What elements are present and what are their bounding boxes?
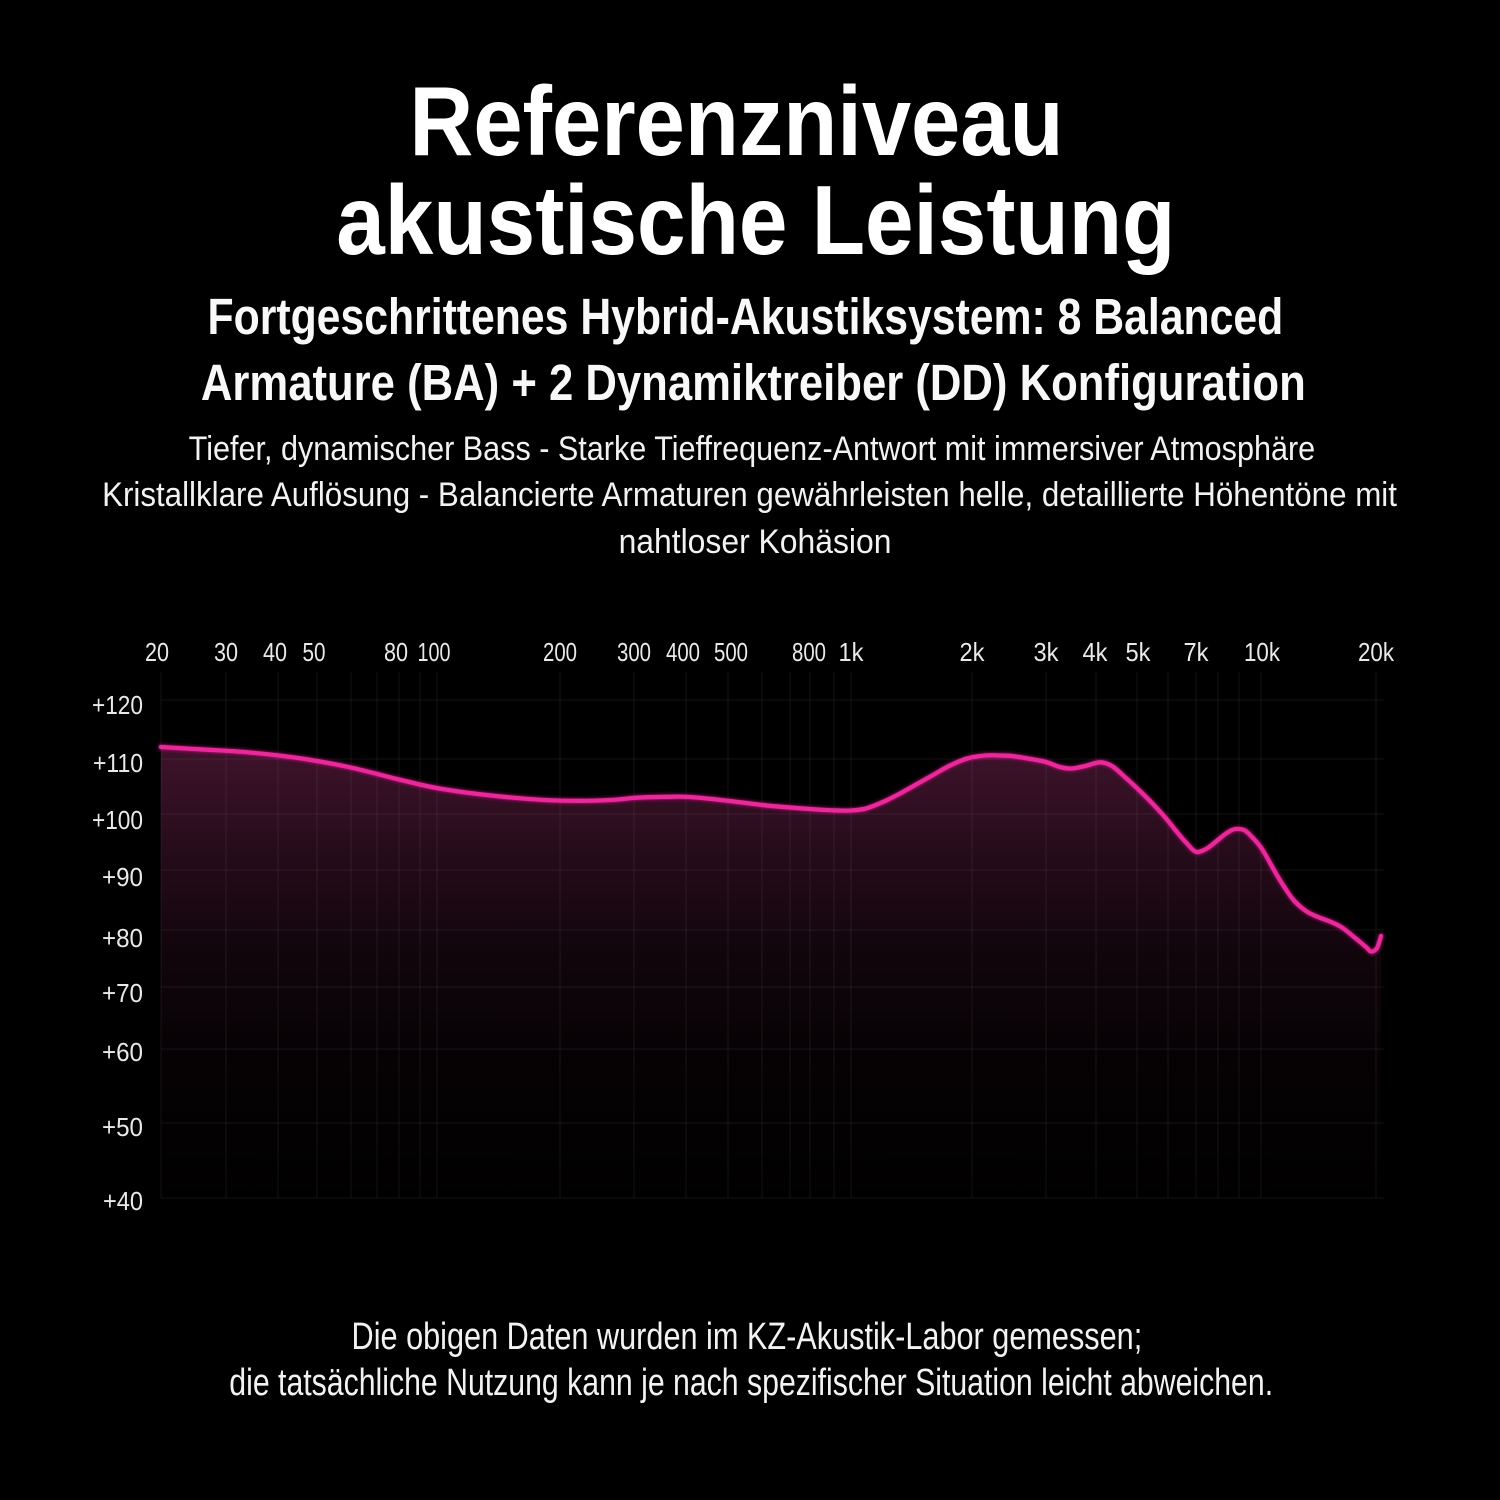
svg-text:10k: 10k: [1244, 637, 1281, 667]
svg-text:40: 40: [263, 637, 287, 667]
svg-text:+60: +60: [102, 1037, 143, 1067]
svg-text:+100: +100: [92, 805, 143, 835]
svg-text:4k: 4k: [1083, 637, 1109, 667]
svg-text:3k: 3k: [1034, 637, 1060, 667]
svg-text:500: 500: [714, 637, 748, 667]
svg-text:80: 80: [384, 637, 408, 667]
svg-text:200: 200: [543, 637, 577, 667]
svg-text:800: 800: [792, 637, 826, 667]
svg-text:20: 20: [145, 637, 169, 667]
svg-text:+70: +70: [102, 978, 143, 1008]
svg-text:30: 30: [214, 637, 238, 667]
svg-text:5k: 5k: [1126, 637, 1152, 667]
svg-text:+90: +90: [102, 862, 143, 892]
svg-text:+80: +80: [102, 923, 143, 953]
svg-text:1k: 1k: [839, 637, 865, 667]
svg-text:2k: 2k: [960, 637, 986, 667]
svg-text:400: 400: [666, 637, 700, 667]
svg-text:+40: +40: [103, 1186, 143, 1216]
svg-text:300: 300: [617, 637, 651, 667]
svg-text:+50: +50: [102, 1112, 143, 1142]
svg-text:+110: +110: [93, 748, 143, 778]
svg-text:+120: +120: [92, 690, 143, 720]
svg-text:50: 50: [303, 637, 326, 667]
svg-text:20k: 20k: [1358, 637, 1395, 667]
svg-text:100: 100: [418, 637, 451, 667]
svg-text:7k: 7k: [1184, 637, 1210, 667]
